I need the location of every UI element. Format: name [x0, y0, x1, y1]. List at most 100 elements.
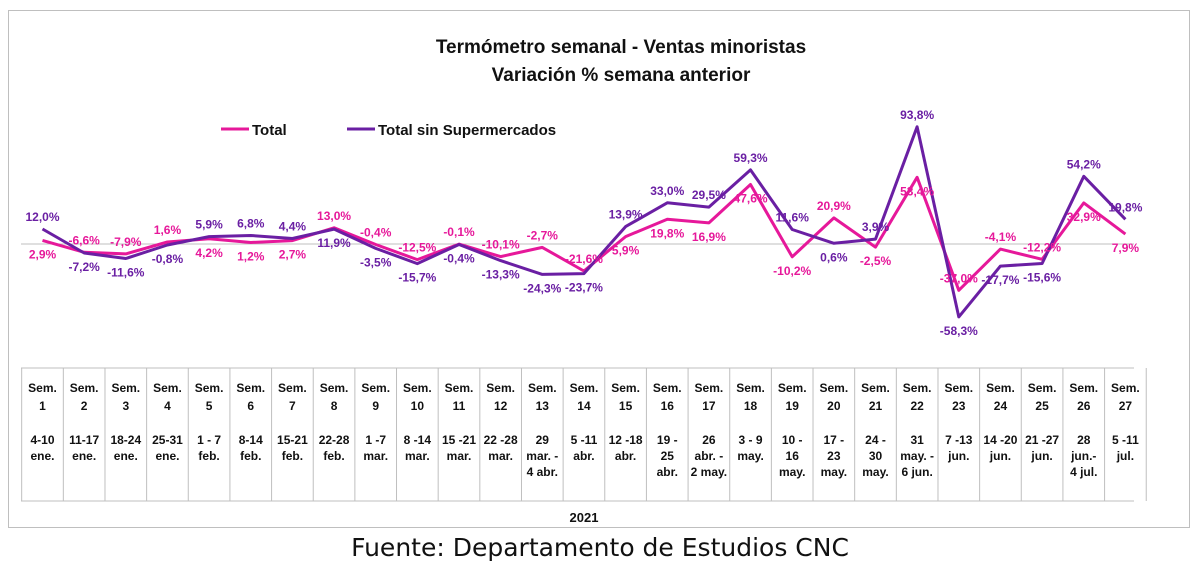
data-label-total: 13,0%: [317, 209, 351, 223]
category-week-label: Sem. 2: [70, 381, 99, 413]
data-label-total: -12,2%: [1023, 240, 1061, 254]
data-label-total-sin-supermercados: -0,4%: [443, 252, 475, 266]
category-table: Sem. 1 4-10 ene. Sem. 2 11-17 ene. Sem. 3 18-24 ene…: [21, 367, 1147, 502]
line-chart: Termómetro semanal - Ventas minoristas V…: [21, 37, 1147, 525]
legend-label-total: Total: [252, 122, 287, 139]
series-lines: [41, 125, 1127, 319]
data-label-total-sin-supermercados: 0,6%: [820, 250, 848, 264]
data-label-total-sin-supermercados: 5,9%: [195, 218, 223, 232]
category-week-label: Sem. 10: [403, 381, 432, 413]
data-label-total: -10,2%: [773, 264, 811, 278]
category-range-label: 28 jun.-4 jul.: [1070, 433, 1097, 479]
data-label-total-sin-supermercados: 12,0%: [25, 210, 59, 224]
category-week-label: Sem. 23: [944, 381, 973, 413]
category-range-label: 11-17 ene.: [69, 433, 99, 463]
chart-frame: Termómetro semanal - Ventas minoristas V…: [8, 10, 1190, 528]
data-label-total-sin-supermercados: -58,3%: [940, 324, 978, 338]
category-week-label: Sem. 16: [653, 381, 682, 413]
data-label-total: 20,9%: [817, 199, 851, 213]
category-week-label: Sem. 5: [195, 381, 224, 413]
data-label-total: -2,7%: [527, 228, 559, 242]
category-week-label: Sem. 17: [695, 381, 724, 413]
data-label-total: -10,1%: [482, 238, 520, 252]
data-label-total-sin-supermercados: 54,2%: [1067, 157, 1101, 171]
data-label-total-sin-supermercados: -15,6%: [1023, 271, 1061, 285]
data-label-total: -6,6%: [68, 233, 100, 247]
category-range-label: 5 -11 abr.: [571, 433, 598, 463]
data-label-total: -37,0%: [940, 271, 978, 285]
category-range-label: 29 mar. -4 abr.: [526, 433, 558, 479]
data-label-total: 7,9%: [1112, 241, 1140, 255]
category-week-label: Sem. 20: [820, 381, 849, 413]
category-range-label: 8-14 feb.: [239, 433, 263, 463]
data-label-total-sin-supermercados: -11,6%: [107, 266, 145, 280]
data-label-total-sin-supermercados: -13,3%: [482, 268, 520, 282]
category-range-label: 14 -20 jun.: [983, 433, 1017, 463]
category-week-label: Sem. 12: [486, 381, 515, 413]
data-labels: 2,9% -6,6% -7,9% 1,6% 4,2% 1,2% 2,7% 13,0% -0,4%…: [25, 108, 1142, 338]
data-label-total-sin-supermercados: 29,5%: [692, 188, 726, 202]
data-label-total: 47,6%: [734, 192, 768, 206]
data-label-total-sin-supermercados: 33,0%: [650, 184, 684, 198]
category-range-label: 21 -27 jun.: [1025, 433, 1059, 463]
category-week-label: Sem. 9: [361, 381, 390, 413]
category-range-label: 15 -21 mar.: [442, 433, 476, 463]
category-week-label: Sem. 18: [736, 381, 765, 413]
category-range-label: 22 -28 mar.: [484, 433, 518, 463]
data-label-total-sin-supermercados: 3,9%: [862, 220, 890, 234]
category-range-label: 1 - 7 feb.: [197, 433, 221, 463]
category-range-label: 5 -11 jul.: [1112, 433, 1139, 463]
data-label-total-sin-supermercados: -15,7%: [398, 271, 436, 285]
chart-subtitle: Variación % semana anterior: [492, 65, 751, 86]
data-label-total-sin-supermercados: 4,4%: [279, 220, 307, 234]
category-week-label: Sem. 14: [570, 381, 599, 413]
category-range-label: 26 abr. -2 may.: [691, 433, 727, 479]
category-week-label: Sem. 27: [1111, 381, 1140, 413]
category-range-label: 18-24 ene.: [110, 433, 141, 463]
data-label-total-sin-supermercados: 59,3%: [734, 151, 768, 165]
data-label-total: -4,1%: [985, 230, 1017, 244]
data-label-total: 53,4%: [900, 184, 934, 198]
category-week-label: Sem. 6: [236, 381, 265, 413]
data-label-total: -2,5%: [860, 254, 892, 268]
data-label-total-sin-supermercados: -24,3%: [523, 281, 561, 295]
category-range-label: 22-28 feb.: [319, 433, 350, 463]
legend: Total Total sin Supermercados: [221, 122, 556, 139]
category-week-label: Sem. 24: [986, 381, 1015, 413]
category-week-label: Sem. 8: [320, 381, 349, 413]
data-label-total: 4,2%: [195, 246, 223, 260]
data-label-total-sin-supermercados: 19,8%: [1108, 200, 1142, 214]
series-line-total-sin-supermercados: [41, 125, 1127, 319]
category-week-label: Sem. 19: [778, 381, 807, 413]
category-range-label: 25-31 ene.: [152, 433, 183, 463]
category-range-label: 8 -14 mar.: [404, 433, 432, 463]
category-week-label: Sem. 7: [278, 381, 307, 413]
data-label-total: 16,9%: [692, 230, 726, 244]
data-label-total-sin-supermercados: 6,8%: [237, 217, 265, 231]
category-range-label: 15-21 feb.: [277, 433, 308, 463]
data-label-total-sin-supermercados: 13,9%: [609, 208, 643, 222]
category-week-label: Sem. 4: [153, 381, 182, 413]
category-week-label: Sem. 3: [111, 381, 140, 413]
data-label-total: 5,9%: [612, 244, 640, 258]
category-range-label: 4-10 ene.: [30, 433, 54, 463]
data-label-total: 2,7%: [279, 248, 307, 262]
data-label-total: -7,9%: [110, 235, 142, 249]
category-week-label: Sem. 26: [1069, 381, 1098, 413]
data-label-total-sin-supermercados: -0,8%: [152, 252, 184, 266]
category-range-label: 3 - 9 may.: [737, 433, 763, 463]
data-label-total-sin-supermercados: -23,7%: [565, 281, 603, 295]
legend-label-total-sin-supermercados: Total sin Supermercados: [378, 122, 556, 139]
data-label-total-sin-supermercados: -7,2%: [68, 260, 100, 274]
data-label-total-sin-supermercados: -3,5%: [360, 255, 392, 269]
chart-title: Termómetro semanal - Ventas minoristas: [436, 37, 806, 58]
data-label-total-sin-supermercados: 93,8%: [900, 108, 934, 122]
data-label-total-sin-supermercados: 11,9%: [317, 236, 351, 250]
data-label-total: 1,2%: [237, 250, 265, 264]
category-range-label: 17 -23 may.: [821, 433, 847, 479]
category-range-label: 1 -7 mar.: [363, 433, 388, 463]
data-label-total-sin-supermercados: -17,7%: [981, 273, 1019, 287]
data-label-total-sin-supermercados: 11,6%: [776, 211, 810, 225]
category-range-label: 10 -16 may.: [779, 433, 805, 479]
data-label-total: -21,6%: [565, 252, 603, 266]
